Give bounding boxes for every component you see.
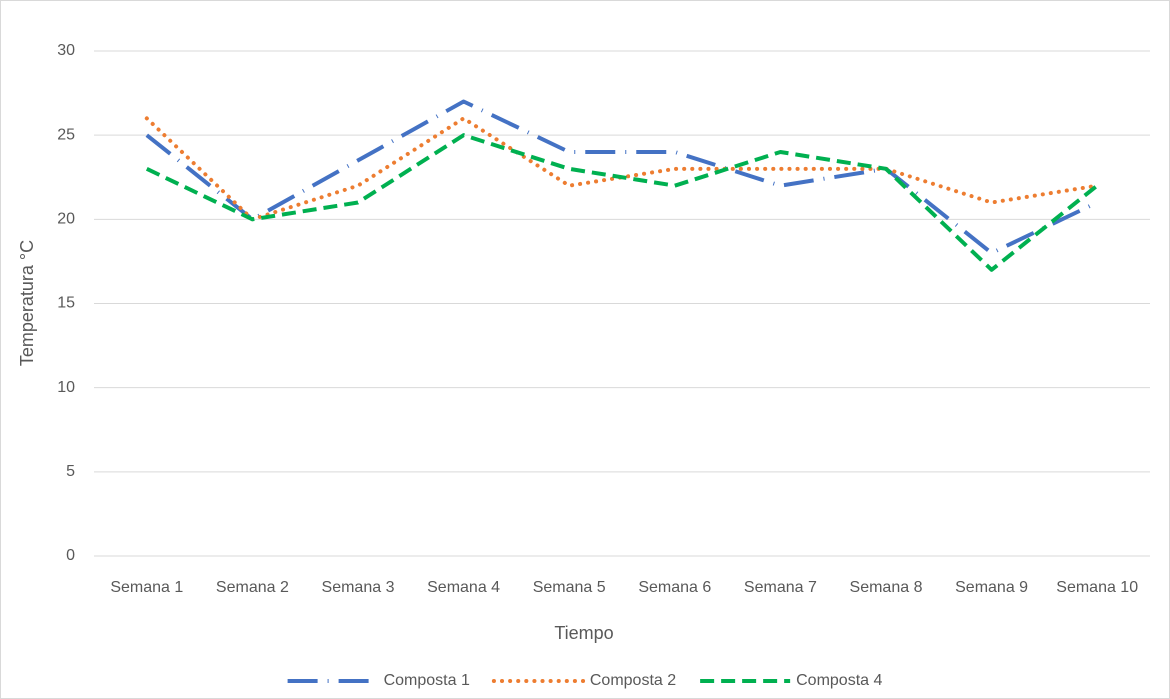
series-line: [145, 99, 1099, 255]
x-axis-title: Tiempo: [554, 623, 613, 643]
legend-label: Composta 1: [384, 672, 470, 689]
x-tick-label: Semana 9: [955, 579, 1029, 596]
x-tick-label: Semana 5: [532, 579, 606, 596]
x-tick-label: Semana 10: [1056, 579, 1139, 596]
y-tick-label: 20: [57, 211, 75, 228]
series-line: [145, 133, 1099, 272]
y-tick-label: 15: [57, 295, 75, 312]
x-tick-label: Semana 3: [321, 579, 395, 596]
y-tick-label: 0: [66, 547, 75, 564]
x-tick-label: Semana 6: [638, 579, 712, 596]
legend-label: Composta 4: [796, 672, 882, 689]
x-tick-label: Semana 2: [215, 579, 289, 596]
y-tick-label: 5: [66, 463, 75, 480]
x-tick-label: Semana 1: [110, 579, 184, 596]
y-tick-label: 25: [57, 126, 75, 143]
y-axis-title: Temperatura °C: [17, 240, 37, 366]
x-tick-label: Semana 7: [743, 579, 817, 596]
legend-label: Composta 2: [590, 672, 676, 689]
y-tick-label: 10: [57, 379, 75, 396]
x-tick-label: Semana 8: [849, 579, 923, 596]
y-tick-label: 30: [57, 42, 75, 59]
x-tick-label: Semana 4: [427, 579, 501, 596]
